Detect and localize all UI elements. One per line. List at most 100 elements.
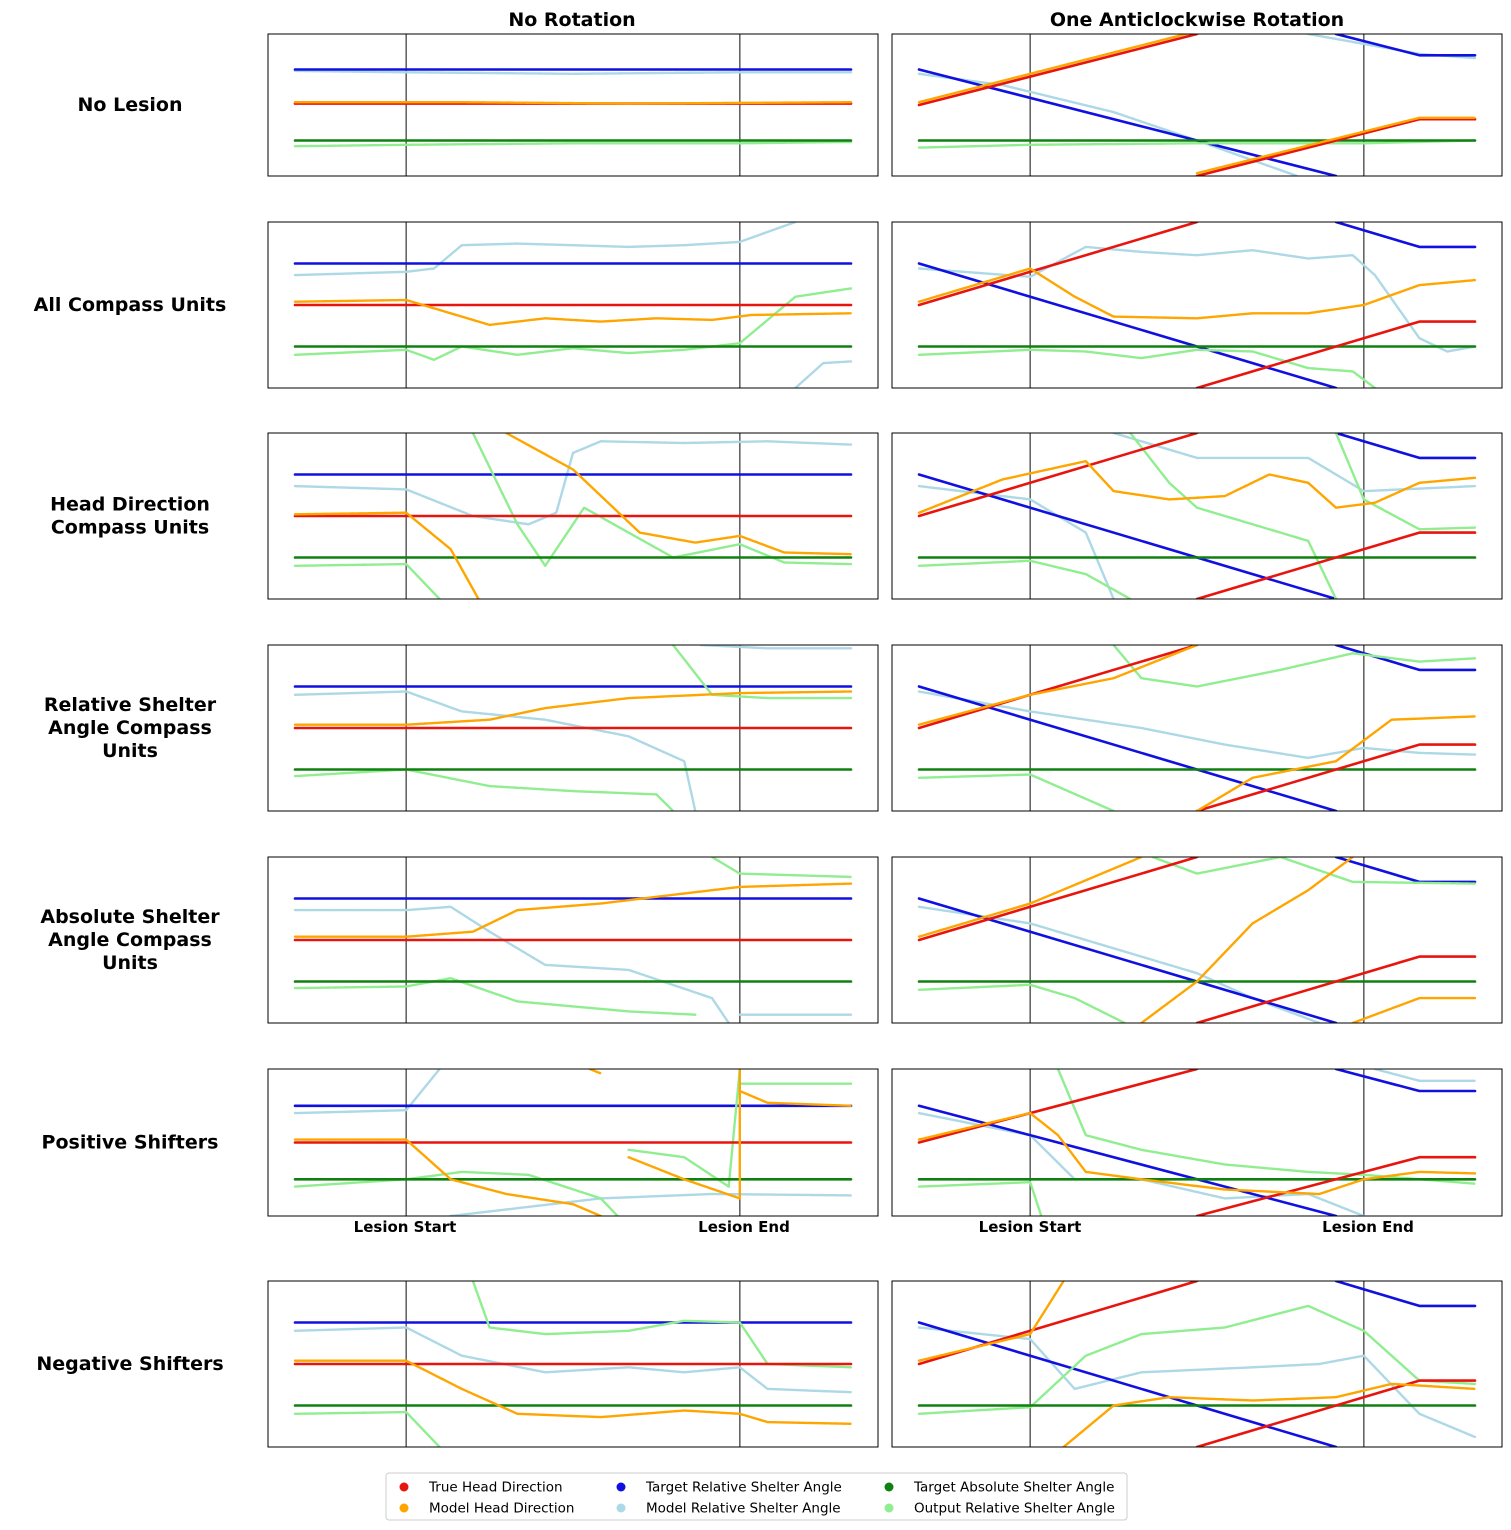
series-model-hd-2 [505, 433, 853, 556]
row-label-7-line-1: Negative Shifters [36, 1353, 223, 1375]
series-model-hd-1 [917, 267, 1477, 320]
series-model-rel-2 [1373, 1069, 1477, 1082]
legend-marker-target-rel [616, 1482, 626, 1492]
series-model-hd-1 [293, 1138, 602, 1216]
series-model-rel-2 [794, 360, 853, 388]
series-model-rel-2 [599, 440, 853, 446]
series-output-rel-2 [471, 433, 853, 567]
series-model-hd-1 [293, 298, 853, 327]
panel-plot-area [293, 857, 853, 1023]
panel-r6-c2 [891, 1068, 1503, 1217]
series-model-hd-1 [293, 882, 853, 938]
legend-label-target-rel: Target Relative Shelter Angle [645, 1480, 842, 1496]
series-output-rel-1 [917, 983, 1126, 1023]
series-model-hd-2 [1195, 715, 1477, 811]
legend-label-target-abs: Target Absolute Shelter Angle [913, 1480, 1114, 1496]
series-model-hd-1 [293, 1359, 853, 1425]
series-true-hd-2 [1195, 531, 1477, 599]
panel-plot-area [917, 433, 1477, 599]
series-model-hd-1 [293, 101, 853, 105]
series-model-rel-1 [293, 1069, 441, 1115]
row-labels: No Lesion All Compass Units Head Direction… [34, 94, 227, 1375]
legend-marker-model-hd [399, 1503, 409, 1513]
series-model-hd-4 [738, 1089, 853, 1107]
panel-r5-c2 [891, 856, 1503, 1024]
panel-r6-c1 [267, 1068, 879, 1217]
row-label-2-line-1: All Compass Units [34, 294, 227, 316]
panel-plot-area [293, 1281, 853, 1447]
series-output-rel-1 [917, 1304, 1477, 1415]
series-true-hd-2 [1195, 1379, 1477, 1447]
series-output-rel-3 [1334, 433, 1477, 531]
lesion-end-label-left: Lesion End [698, 1218, 790, 1236]
series-model-rel-1 [293, 1326, 853, 1394]
legend-label-model-hd: Model Head Direction [429, 1501, 574, 1517]
panel-frame [267, 33, 879, 177]
panel-frame [891, 1068, 1503, 1217]
panel-plot-area [293, 645, 853, 811]
series-target-rel-2 [1334, 857, 1477, 884]
panel-plot-area [293, 433, 853, 599]
series-true-hd-2 [1195, 1155, 1477, 1216]
panel-r1-c1 [267, 33, 879, 177]
series-model-hd-1 [917, 1281, 1065, 1362]
panel-frame [267, 1280, 879, 1448]
series-target-rel-1 [917, 1104, 1338, 1216]
legend-marker-true-hd [399, 1482, 409, 1492]
series-model-hd-2 [1195, 116, 1477, 175]
series-output-rel-2 [710, 857, 853, 879]
series-true-hd-2 [1195, 320, 1477, 388]
panel-r2-c2 [891, 221, 1503, 389]
series-output-rel-1 [917, 139, 1477, 149]
panel-r4-c2 [891, 644, 1503, 812]
row-label-4-line-3: Units [102, 740, 158, 762]
row-label-1-line-1: No Lesion [78, 94, 183, 116]
series-model-rel-1 [917, 1326, 1477, 1439]
series-output-rel-1 [293, 977, 697, 1016]
series-output-rel-1 [917, 773, 1115, 811]
legend-marker-model-rel [616, 1503, 626, 1513]
series-target-rel-2 [1334, 645, 1477, 672]
panel-r3-c1 [267, 432, 879, 600]
series-model-rel-1 [293, 222, 797, 277]
row-label-5-line-1: Absolute Shelter [40, 906, 220, 928]
panel-plot-area [293, 34, 853, 176]
series-output-rel-2 [671, 645, 853, 700]
series-output-rel-1 [293, 1410, 441, 1447]
panel-frame [891, 856, 1503, 1024]
lesion-start-label-left: Lesion Start [354, 1218, 457, 1236]
series-output-rel-2 [1129, 433, 1338, 599]
panel-frame [891, 432, 1503, 600]
series-output-rel-2 [1056, 1069, 1477, 1185]
panel-frame [891, 33, 1503, 177]
panel-frame [267, 644, 879, 812]
series-model-hd-1 [917, 857, 1143, 938]
panel-frame [267, 856, 879, 1024]
series-model-hd-1 [917, 1111, 1477, 1196]
panel-plot-area [917, 1281, 1477, 1447]
panel-plot-area [917, 857, 1477, 1023]
series-output-rel-1 [293, 562, 441, 599]
series-output-rel-2 [471, 1281, 853, 1369]
panel-r7-c1 [267, 1280, 879, 1448]
series-model-hd-1 [917, 34, 1191, 104]
row-label-6-line-1: Positive Shifters [42, 1132, 219, 1154]
series-output-rel-2 [1151, 857, 1477, 885]
series-model-hd-2 [588, 1069, 602, 1075]
legend-label-model-rel: Model Relative Shelter Angle [646, 1501, 841, 1517]
series-model-rel-1 [917, 690, 1477, 760]
panel-frame [267, 221, 879, 389]
series-output-rel-1 [293, 140, 853, 148]
panel-grid [267, 33, 1503, 1448]
panel-r4-c1 [267, 644, 879, 812]
row-label-5-line-2: Angle Compass [48, 929, 212, 951]
series-target-rel-2 [1334, 34, 1477, 57]
series-true-hd-2 [1195, 955, 1477, 1023]
panel-r3-c2 [891, 432, 1503, 600]
legend-marker-output-rel [884, 1503, 894, 1513]
panel-plot-area [293, 222, 853, 388]
legend-marker-target-abs [884, 1482, 894, 1492]
column-title-no-rotation: No Rotation [508, 9, 635, 31]
panel-plot-area [917, 222, 1477, 388]
